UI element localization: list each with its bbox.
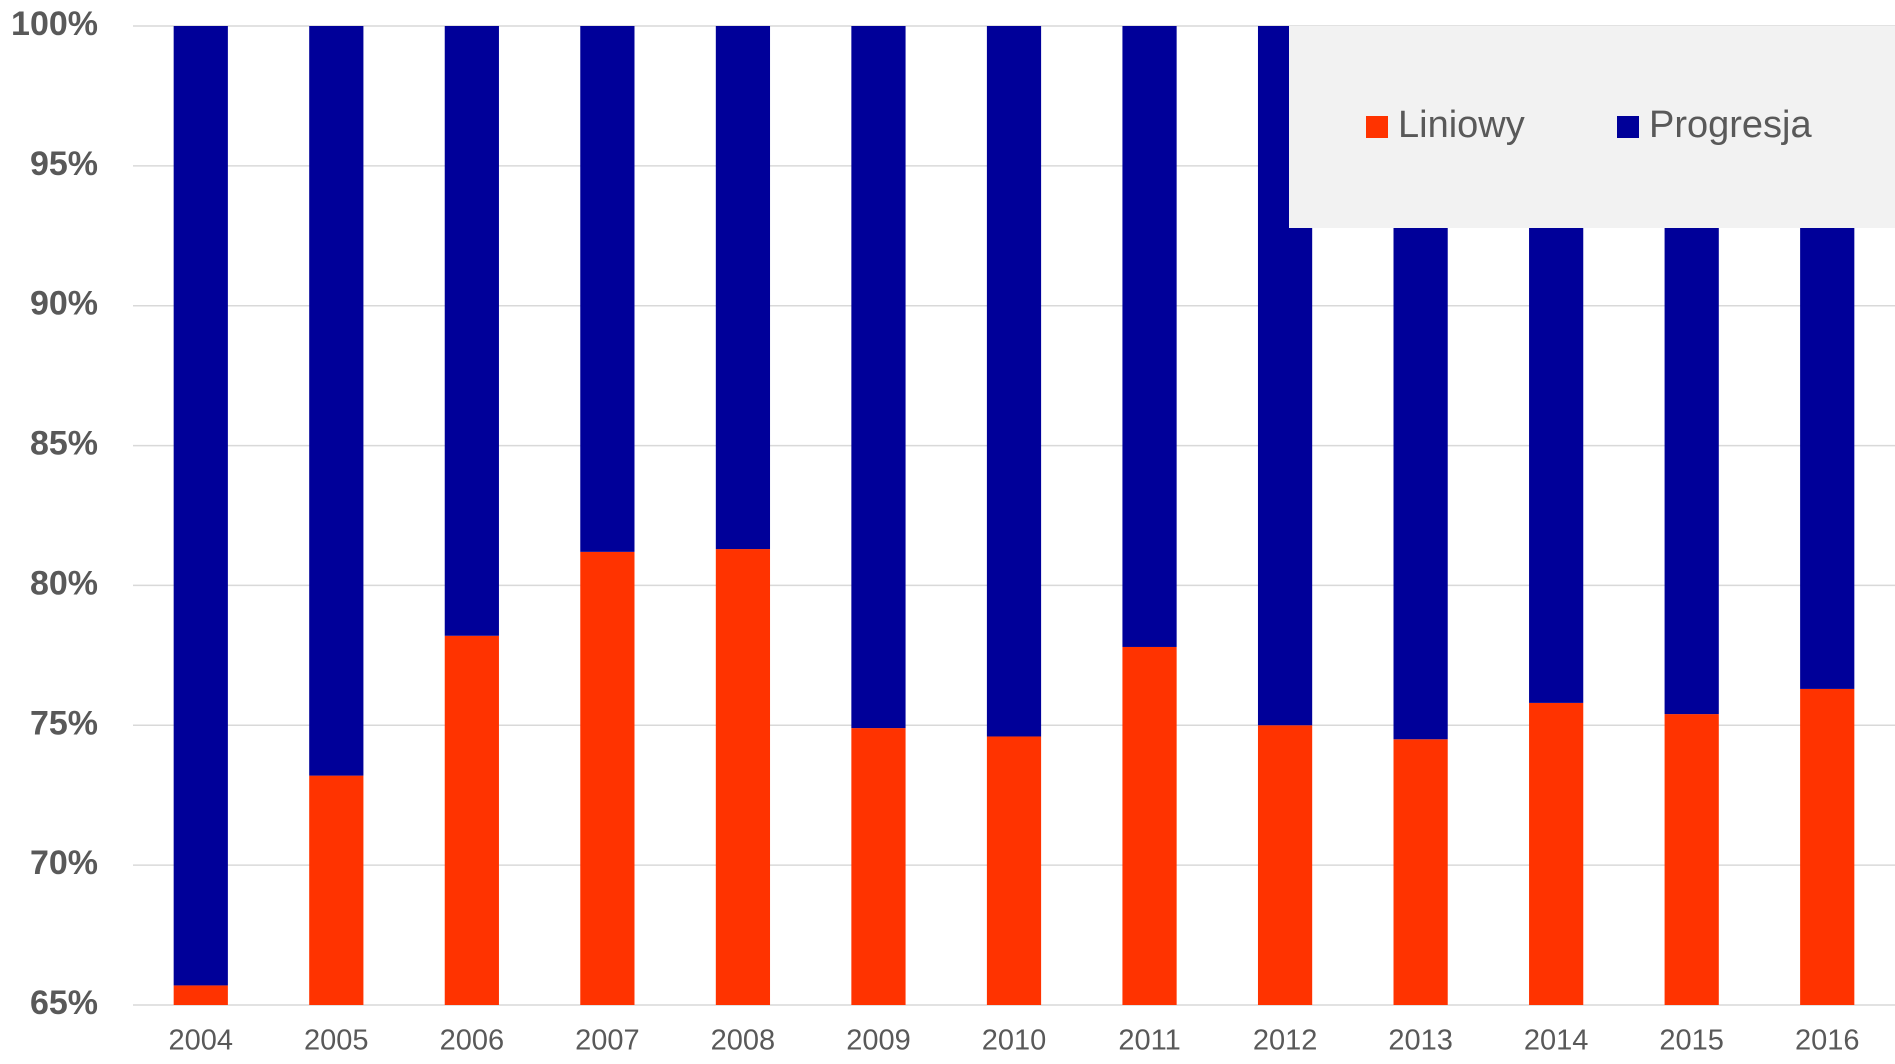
x-tick-label: 2009 [846, 1025, 911, 1057]
bar-segment [851, 26, 906, 729]
y-tick-label: 70% [30, 844, 98, 882]
x-tick-label: 2012 [1253, 1025, 1318, 1057]
bar-segment [173, 26, 228, 986]
y-tick-label: 85% [30, 425, 98, 463]
legend-box [1289, 26, 1895, 228]
bar-segment [1122, 646, 1177, 1005]
y-tick-label: 75% [30, 704, 98, 742]
y-tick-label: 65% [30, 984, 98, 1022]
x-tick-label: 2011 [1118, 1025, 1180, 1057]
bar-segment [580, 551, 635, 1005]
y-tick-label: 90% [30, 285, 98, 323]
x-tick-label: 2008 [711, 1025, 776, 1057]
x-tick-label: 2016 [1795, 1025, 1860, 1057]
x-tick-label: 2007 [575, 1025, 640, 1057]
bar-segment [1257, 725, 1313, 1005]
x-tick-label: 2010 [982, 1025, 1047, 1057]
x-tick-label: 2004 [169, 1025, 234, 1057]
y-tick-label: 100% [11, 5, 98, 43]
bar-segment [580, 26, 635, 552]
bar-segment [309, 26, 364, 776]
bar-segment [1393, 739, 1448, 1005]
x-tick-label: 2006 [440, 1025, 505, 1057]
x-tick-label: 2013 [1388, 1025, 1453, 1057]
bar-segment [309, 775, 364, 1005]
x-tick-label: 2014 [1524, 1025, 1589, 1057]
legend-label: Liniowy [1398, 104, 1525, 146]
y-tick-label: 95% [30, 145, 98, 183]
x-tick-label: 2005 [304, 1025, 369, 1057]
bar-segment [715, 549, 771, 1005]
bar-segment [851, 728, 906, 1005]
bar-segment [715, 26, 771, 550]
bar-segment [986, 26, 1042, 737]
bar-segment [1800, 688, 1855, 1005]
bar-segment [444, 635, 499, 1005]
legend-swatch [1617, 116, 1639, 138]
legend-swatch [1366, 116, 1388, 138]
bar-segment [1529, 702, 1584, 1005]
bar-segment [1122, 26, 1177, 647]
bar-segment [444, 26, 499, 636]
bar-segment [1664, 714, 1719, 1005]
x-tick-label: 2015 [1659, 1025, 1724, 1057]
bar-segment [173, 985, 228, 1005]
y-tick-label: 80% [30, 564, 98, 602]
legend-label: Progresja [1649, 104, 1812, 146]
bar-segment [986, 736, 1042, 1005]
